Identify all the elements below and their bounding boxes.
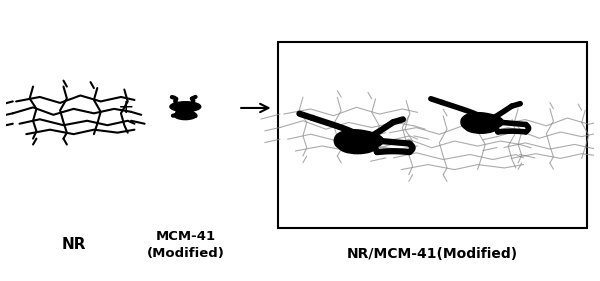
Text: NR/MCM-41(Modified): NR/MCM-41(Modified) — [347, 247, 518, 261]
Ellipse shape — [339, 141, 376, 154]
Bar — [278, 42, 587, 228]
Text: MCM-41
(Modified): MCM-41 (Modified) — [146, 230, 224, 260]
Text: +: + — [118, 98, 135, 117]
Ellipse shape — [170, 102, 201, 112]
Polygon shape — [334, 130, 383, 152]
Polygon shape — [461, 113, 503, 132]
Ellipse shape — [174, 111, 197, 120]
Text: NR: NR — [61, 237, 86, 252]
Ellipse shape — [465, 122, 497, 133]
